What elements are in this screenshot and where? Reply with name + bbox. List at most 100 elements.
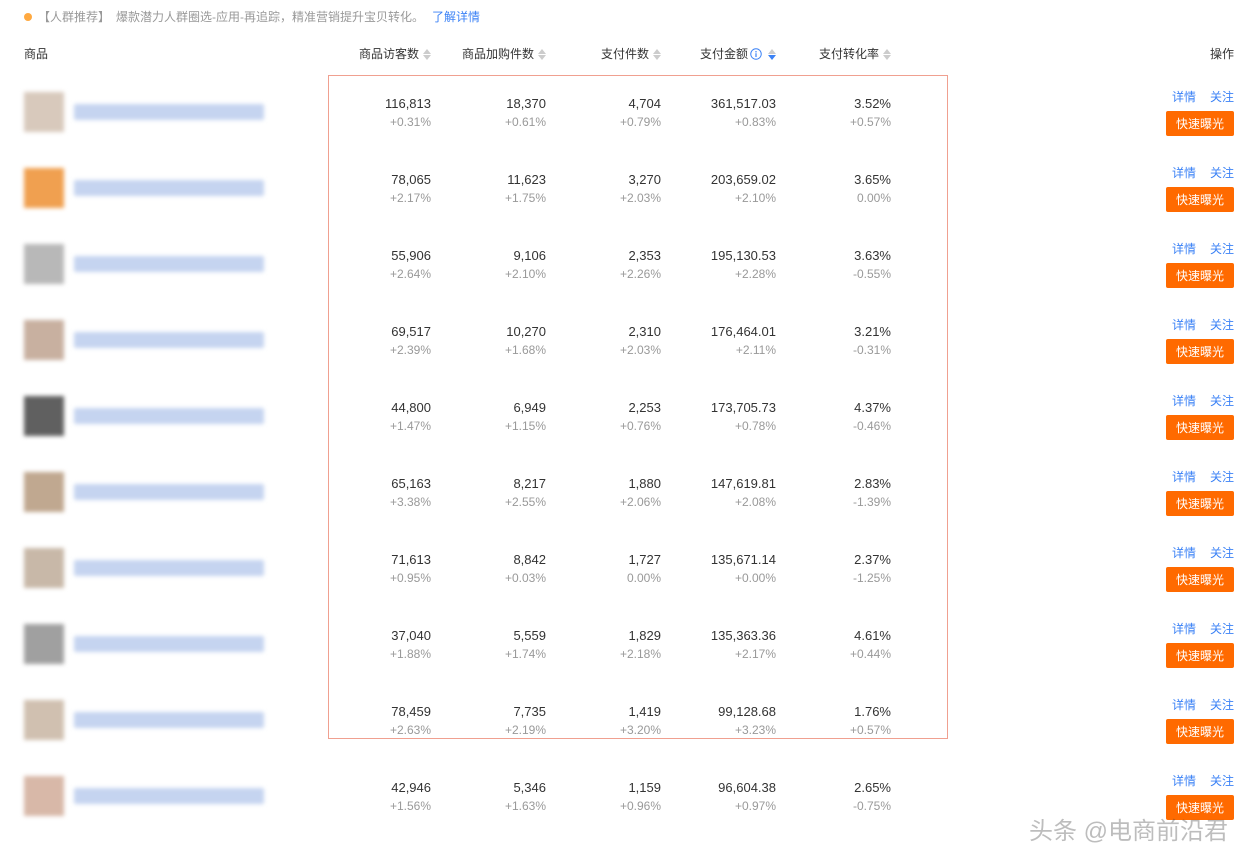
detail-link[interactable]: 详情	[1172, 164, 1196, 181]
promo-button[interactable]: 快速曝光	[1166, 415, 1234, 440]
product-name	[74, 484, 264, 500]
cell-addcart: 18,370+0.61%	[439, 74, 554, 150]
follow-link[interactable]: 关注	[1210, 164, 1234, 181]
follow-link[interactable]: 关注	[1210, 392, 1234, 409]
detail-link[interactable]: 详情	[1172, 240, 1196, 257]
cell-conv: 3.52%+0.57%	[784, 74, 899, 150]
sort-icon[interactable]	[768, 49, 776, 60]
products-table: 商品 商品访客数 商品加购件数 支付件数 支付金额 支付转化率 操作 116,8…	[24, 33, 1234, 834]
cell-conv: 3.65%0.00%	[784, 150, 899, 226]
cell-payamt: 176,464.01+2.11%	[669, 302, 784, 378]
promo-button[interactable]: 快速曝光	[1166, 339, 1234, 364]
promo-button[interactable]: 快速曝光	[1166, 567, 1234, 592]
col-payamt[interactable]: 支付金额	[669, 33, 784, 74]
table-row: 78,459+2.63% 7,735+2.19% 1,419+3.20% 99,…	[24, 682, 1234, 758]
col-product[interactable]: 商品	[24, 33, 324, 74]
product-thumb	[24, 92, 64, 132]
cell-payqty: 3,270+2.03%	[554, 150, 669, 226]
col-addcart[interactable]: 商品加购件数	[439, 33, 554, 74]
sort-icon[interactable]	[538, 49, 546, 60]
product-cell[interactable]	[24, 244, 316, 284]
cell-payamt: 361,517.03+0.83%	[669, 74, 784, 150]
sort-icon[interactable]	[423, 49, 431, 60]
ops-cell: 详情 关注 快速曝光	[1166, 392, 1234, 440]
cell-conv: 2.37%-1.25%	[784, 530, 899, 606]
cell-visitors: 37,040+1.88%	[324, 606, 439, 682]
promo-button[interactable]: 快速曝光	[1166, 187, 1234, 212]
product-thumb	[24, 472, 64, 512]
banner-link[interactable]: 了解详情	[432, 8, 480, 25]
cell-payqty: 1,829+2.18%	[554, 606, 669, 682]
cell-conv: 2.65%-0.75%	[784, 758, 899, 834]
products-table-wrap: 商品 商品访客数 商品加购件数 支付件数 支付金额 支付转化率 操作 116,8…	[0, 33, 1258, 854]
ops-cell: 详情 关注 快速曝光	[1166, 164, 1234, 212]
promo-button[interactable]: 快速曝光	[1166, 719, 1234, 744]
cell-conv: 4.37%-0.46%	[784, 378, 899, 454]
cell-addcart: 10,270+1.68%	[439, 302, 554, 378]
product-name	[74, 104, 264, 120]
follow-link[interactable]: 关注	[1210, 240, 1234, 257]
follow-link[interactable]: 关注	[1210, 88, 1234, 105]
product-cell[interactable]	[24, 320, 316, 360]
cell-payamt: 203,659.02+2.10%	[669, 150, 784, 226]
product-name	[74, 712, 264, 728]
cell-payqty: 4,704+0.79%	[554, 74, 669, 150]
detail-link[interactable]: 详情	[1172, 544, 1196, 561]
detail-link[interactable]: 详情	[1172, 620, 1196, 637]
cell-conv: 3.63%-0.55%	[784, 226, 899, 302]
product-cell[interactable]	[24, 168, 316, 208]
detail-link[interactable]: 详情	[1172, 88, 1196, 105]
table-row: 78,065+2.17% 11,623+1.75% 3,270+2.03% 20…	[24, 150, 1234, 226]
product-name	[74, 560, 264, 576]
ops-cell: 详情 关注 快速曝光	[1166, 240, 1234, 288]
follow-link[interactable]: 关注	[1210, 696, 1234, 713]
sort-icon[interactable]	[883, 49, 891, 60]
cell-payamt: 147,619.81+2.08%	[669, 454, 784, 530]
table-row: 55,906+2.64% 9,106+2.10% 2,353+2.26% 195…	[24, 226, 1234, 302]
promo-button[interactable]: 快速曝光	[1166, 263, 1234, 288]
product-cell[interactable]	[24, 776, 316, 816]
product-thumb	[24, 168, 64, 208]
col-visitors[interactable]: 商品访客数	[324, 33, 439, 74]
product-cell[interactable]	[24, 548, 316, 588]
product-thumb	[24, 244, 64, 284]
table-row: 44,800+1.47% 6,949+1.15% 2,253+0.76% 173…	[24, 378, 1234, 454]
col-payqty[interactable]: 支付件数	[554, 33, 669, 74]
detail-link[interactable]: 详情	[1172, 772, 1196, 789]
product-cell[interactable]	[24, 472, 316, 512]
cell-visitors: 78,459+2.63%	[324, 682, 439, 758]
cell-conv: 4.61%+0.44%	[784, 606, 899, 682]
cell-addcart: 11,623+1.75%	[439, 150, 554, 226]
promo-button[interactable]: 快速曝光	[1166, 643, 1234, 668]
product-cell[interactable]	[24, 92, 316, 132]
promo-button[interactable]: 快速曝光	[1166, 795, 1234, 820]
cell-conv: 3.21%-0.31%	[784, 302, 899, 378]
product-cell[interactable]	[24, 624, 316, 664]
cell-payamt: 135,363.36+2.17%	[669, 606, 784, 682]
cell-conv: 1.76%+0.57%	[784, 682, 899, 758]
follow-link[interactable]: 关注	[1210, 620, 1234, 637]
follow-link[interactable]: 关注	[1210, 316, 1234, 333]
cell-visitors: 44,800+1.47%	[324, 378, 439, 454]
product-thumb	[24, 396, 64, 436]
info-icon[interactable]	[750, 48, 762, 60]
col-conv[interactable]: 支付转化率	[784, 33, 899, 74]
table-header-row: 商品 商品访客数 商品加购件数 支付件数 支付金额 支付转化率 操作	[24, 33, 1234, 74]
product-cell[interactable]	[24, 700, 316, 740]
cell-payamt: 173,705.73+0.78%	[669, 378, 784, 454]
product-name	[74, 636, 264, 652]
detail-link[interactable]: 详情	[1172, 316, 1196, 333]
ops-cell: 详情 关注 快速曝光	[1166, 316, 1234, 364]
detail-link[interactable]: 详情	[1172, 696, 1196, 713]
follow-link[interactable]: 关注	[1210, 468, 1234, 485]
detail-link[interactable]: 详情	[1172, 468, 1196, 485]
sort-icon[interactable]	[653, 49, 661, 60]
follow-link[interactable]: 关注	[1210, 772, 1234, 789]
promo-button[interactable]: 快速曝光	[1166, 491, 1234, 516]
product-cell[interactable]	[24, 396, 316, 436]
promo-button[interactable]: 快速曝光	[1166, 111, 1234, 136]
cell-visitors: 78,065+2.17%	[324, 150, 439, 226]
ops-cell: 详情 关注 快速曝光	[1166, 544, 1234, 592]
follow-link[interactable]: 关注	[1210, 544, 1234, 561]
detail-link[interactable]: 详情	[1172, 392, 1196, 409]
